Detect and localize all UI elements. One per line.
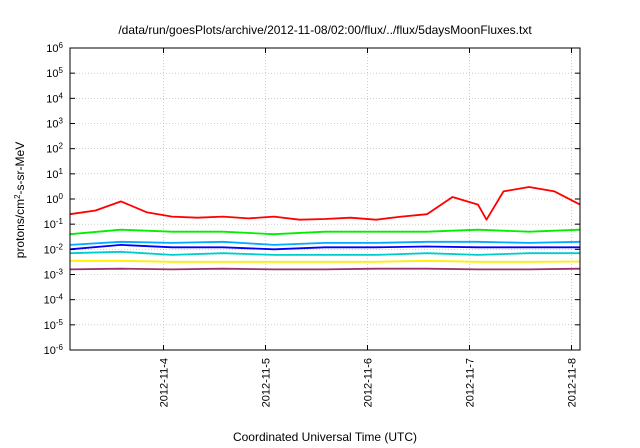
x-tick-label: 2012-11-7: [465, 358, 477, 407]
series-line-2: [69, 228, 581, 236]
y-tick-label: 104: [46, 91, 63, 106]
y-axis-label-sup: 2: [13, 194, 22, 199]
x-tick-label: 2012-11-4: [159, 358, 171, 407]
x-tick-label: 2012-11-6: [363, 358, 375, 407]
y-tick-label-exp: 6: [59, 41, 64, 50]
y-tick-label: 106: [46, 41, 63, 56]
y-tick-label-exp: 5: [59, 66, 64, 75]
y-tick-label-base: 10: [44, 219, 56, 231]
series-line-1: [69, 186, 581, 221]
y-tick-label-base: 10: [46, 43, 58, 55]
y-tick-label: 101: [46, 166, 63, 181]
y-tick-label: 10-5: [44, 317, 64, 332]
grid-lines: [70, 48, 580, 350]
series-line-6: [70, 259, 581, 263]
series-line-4: [69, 243, 580, 251]
y-tick-label-base: 10: [44, 270, 56, 282]
y-tick-label-exp: 4: [59, 91, 64, 100]
y-tick-label: 10-4: [44, 292, 64, 307]
series-line-5: [69, 250, 580, 256]
y-tick-label-base: 10: [44, 244, 56, 256]
y-tick-label-base: 10: [44, 295, 56, 307]
y-tick-label-exp: -6: [56, 343, 64, 352]
y-tick-label-exp: -2: [56, 242, 64, 251]
x-tick-label: 2012-11-5: [261, 358, 273, 407]
y-tick-label-exp: -5: [56, 317, 64, 326]
y-tick-label-base: 10: [46, 169, 58, 181]
y-tick-label-exp: -1: [56, 217, 64, 226]
series-lines: [69, 186, 581, 271]
y-tick-label-base: 10: [46, 68, 58, 80]
y-tick-label-exp: 1: [59, 166, 64, 175]
y-tick-label-exp: -4: [56, 292, 64, 301]
y-tick-label-exp: 0: [59, 192, 64, 201]
x-axis-ticks: 2012-11-4 2012-11-5 2012-11-6 2012-11-7 2012…: [159, 48, 579, 407]
y-tick-label-base: 10: [44, 320, 56, 332]
y-tick-label: 100: [46, 192, 63, 207]
y-tick-label: 105: [46, 66, 63, 81]
y-tick-label-base: 10: [46, 119, 58, 131]
x-axis-label: Coordinated Universal Time (UTC): [233, 430, 417, 444]
y-tick-label: 10-1: [44, 217, 64, 232]
y-axis-label: protons/cm2-s-sr-MeV: [13, 142, 28, 258]
series-line-3: [69, 240, 581, 246]
y-axis-label-post: -s-sr-MeV: [13, 142, 27, 195]
y-axis-label-pre: protons/cm: [13, 199, 27, 258]
y-tick-label-base: 10: [44, 345, 56, 357]
chart-title: /data/run/goesPlots/archive/2012-11-08/0…: [118, 23, 532, 37]
y-tick-label-base: 10: [46, 194, 58, 206]
y-axis-ticks: 10-610-510-410-310-210-11001011021031041…: [44, 41, 580, 358]
y-tick-label: 102: [46, 141, 63, 156]
y-tick-label-exp: 2: [59, 141, 64, 150]
y-tick-label: 103: [46, 116, 63, 131]
y-tick-label-exp: 3: [59, 116, 64, 125]
series-line-7: [69, 267, 581, 271]
x-tick-label: 2012-11-8: [567, 358, 579, 407]
y-tick-label: 10-6: [44, 343, 64, 358]
y-tick-label-exp: -3: [56, 267, 64, 276]
y-tick-label-base: 10: [46, 93, 58, 105]
y-tick-label: 10-3: [44, 267, 64, 282]
y-tick-label: 10-2: [44, 242, 64, 256]
y-tick-label-base: 10: [46, 144, 58, 156]
